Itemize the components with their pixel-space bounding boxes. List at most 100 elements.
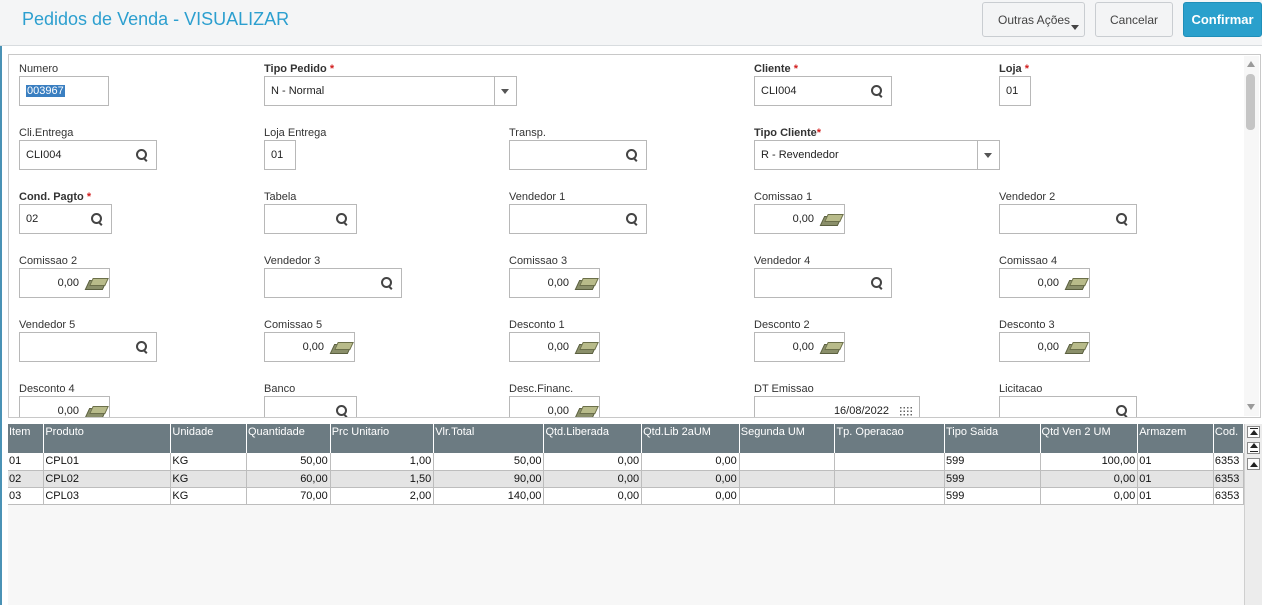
- search-icon[interactable]: [336, 405, 348, 417]
- money-icon[interactable]: [577, 406, 595, 417]
- vendedor4-input[interactable]: [754, 268, 892, 298]
- transp-label: Transp.: [509, 127, 546, 139]
- vendedor1-input[interactable]: [509, 204, 647, 234]
- cancelar-button[interactable]: Cancelar: [1095, 2, 1173, 37]
- page-title: Pedidos de Venda - VISUALIZAR: [22, 9, 290, 29]
- desconto4-input[interactable]: 0,00: [19, 396, 110, 417]
- money-icon[interactable]: [822, 342, 840, 353]
- column-header[interactable]: Vlr.Total: [433, 424, 545, 453]
- search-icon[interactable]: [626, 149, 638, 161]
- cliente-input[interactable]: CLI004: [754, 76, 892, 106]
- search-icon[interactable]: [1116, 213, 1128, 225]
- table-cell: 6353: [1213, 487, 1244, 505]
- search-icon[interactable]: [136, 341, 148, 353]
- numero-label: Numero: [19, 63, 59, 75]
- column-header[interactable]: Unidade: [170, 424, 247, 453]
- money-icon[interactable]: [822, 214, 840, 225]
- search-icon[interactable]: [136, 149, 148, 161]
- table-cell: 03: [8, 487, 45, 505]
- column-header[interactable]: Prc Unitario: [330, 424, 435, 453]
- table-cell: 599: [944, 487, 1041, 505]
- table-cell: [739, 487, 836, 505]
- table-cell: KG: [170, 487, 247, 505]
- comissao3-input[interactable]: 0,00: [509, 268, 600, 298]
- vendedor3-input[interactable]: [264, 268, 402, 298]
- money-icon[interactable]: [577, 278, 595, 289]
- transp-input[interactable]: [509, 140, 647, 170]
- money-icon[interactable]: [1067, 278, 1085, 289]
- loja-entrega-input[interactable]: 01: [264, 140, 296, 170]
- comissao1-input[interactable]: 0,00: [754, 204, 845, 234]
- form-scrollbar[interactable]: [1244, 56, 1259, 416]
- table-row[interactable]: 01 CPL01 KG 50,00 1,00 50,00 0,00 0,00 5…: [8, 453, 1244, 471]
- scroll-thumb[interactable]: [1246, 74, 1255, 130]
- cli-entrega-input[interactable]: CLI004: [19, 140, 157, 170]
- column-header[interactable]: Segunda UM: [739, 424, 836, 453]
- table-row[interactable]: 03 CPL03 KG 70,00 2,00 140,00 0,00 0,00 …: [8, 487, 1244, 505]
- money-icon[interactable]: [332, 342, 350, 353]
- column-header[interactable]: Tipo Saida: [944, 424, 1041, 453]
- table-cell: CPL01: [43, 453, 172, 471]
- search-icon[interactable]: [336, 213, 348, 225]
- calendar-icon[interactable]: [899, 406, 913, 416]
- confirmar-button[interactable]: Confirmar: [1183, 2, 1262, 37]
- dt-emissao-label: DT Emissao: [754, 383, 814, 395]
- table-cell: 6353: [1213, 453, 1244, 471]
- desc-financ-input[interactable]: 0,00: [509, 396, 600, 417]
- column-header[interactable]: Produto: [43, 424, 172, 453]
- column-header[interactable]: Qtd.Liberada: [543, 424, 643, 453]
- comissao2-input[interactable]: 0,00: [19, 268, 110, 298]
- licitacao-input[interactable]: [999, 396, 1137, 417]
- cond-pagto-input[interactable]: 02: [19, 204, 112, 234]
- search-icon[interactable]: [871, 277, 883, 289]
- vendedor2-input[interactable]: [999, 204, 1137, 234]
- column-header[interactable]: Tp. Operacao: [834, 424, 945, 453]
- table-cell: 6353: [1213, 470, 1244, 488]
- dt-emissao-input[interactable]: 16/08/2022: [754, 396, 920, 417]
- search-icon[interactable]: [91, 213, 103, 225]
- search-icon[interactable]: [626, 213, 638, 225]
- column-header[interactable]: Item: [8, 424, 45, 453]
- table-cell: 0,00: [543, 453, 643, 471]
- comissao4-input[interactable]: 0,00: [999, 268, 1090, 298]
- column-header[interactable]: Qtd.Lib 2aUM: [641, 424, 740, 453]
- table-row[interactable]: 02 CPL02 KG 60,00 1,50 90,00 0,00 0,00 5…: [8, 470, 1244, 488]
- table-cell: [834, 470, 945, 488]
- desconto3-input[interactable]: 0,00: [999, 332, 1090, 362]
- loja-input[interactable]: 01: [999, 76, 1031, 106]
- search-icon[interactable]: [1116, 405, 1128, 417]
- money-icon[interactable]: [87, 278, 105, 289]
- column-header[interactable]: Qtd Ven 2 UM: [1040, 424, 1139, 453]
- column-header[interactable]: Cod.: [1213, 424, 1244, 453]
- table-cell: 01: [8, 453, 45, 471]
- first-row-button[interactable]: [1247, 426, 1260, 438]
- outras-acoes-button[interactable]: Outras Ações: [982, 2, 1085, 37]
- scroll-down-arrow-icon[interactable]: [1247, 404, 1255, 410]
- vendedor5-input[interactable]: [19, 332, 157, 362]
- cond-pagto-label: Cond. Pagto: [19, 191, 84, 203]
- column-header[interactable]: Armazem: [1137, 424, 1214, 453]
- money-icon[interactable]: [1067, 342, 1085, 353]
- search-icon[interactable]: [871, 85, 883, 97]
- column-header[interactable]: Quantidade: [246, 424, 331, 453]
- desconto2-input[interactable]: 0,00: [754, 332, 845, 362]
- money-icon[interactable]: [577, 342, 595, 353]
- cli-entrega-label: Cli.Entrega: [19, 127, 74, 139]
- comissao5-input[interactable]: 0,00: [264, 332, 355, 362]
- previous-row-button[interactable]: [1247, 458, 1260, 470]
- page-up-button[interactable]: [1247, 442, 1260, 454]
- tipo-cliente-select[interactable]: R - Revendedor: [754, 140, 1000, 170]
- dropdown-arrow-icon[interactable]: [977, 141, 999, 169]
- money-icon[interactable]: [87, 406, 105, 417]
- desconto1-input[interactable]: 0,00: [509, 332, 600, 362]
- tipo-pedido-select[interactable]: N - Normal: [264, 76, 517, 106]
- comissao5-label: Comissao 5: [264, 319, 323, 331]
- vendedor3-label: Vendedor 3: [264, 255, 321, 267]
- tabela-input[interactable]: [264, 204, 357, 234]
- search-icon[interactable]: [381, 277, 393, 289]
- dropdown-arrow-icon[interactable]: [494, 77, 516, 105]
- banco-input[interactable]: [264, 396, 357, 417]
- scroll-up-arrow-icon[interactable]: [1247, 61, 1255, 67]
- numero-input[interactable]: 003967: [19, 76, 109, 106]
- comissao4-label: Comissao 4: [999, 255, 1058, 267]
